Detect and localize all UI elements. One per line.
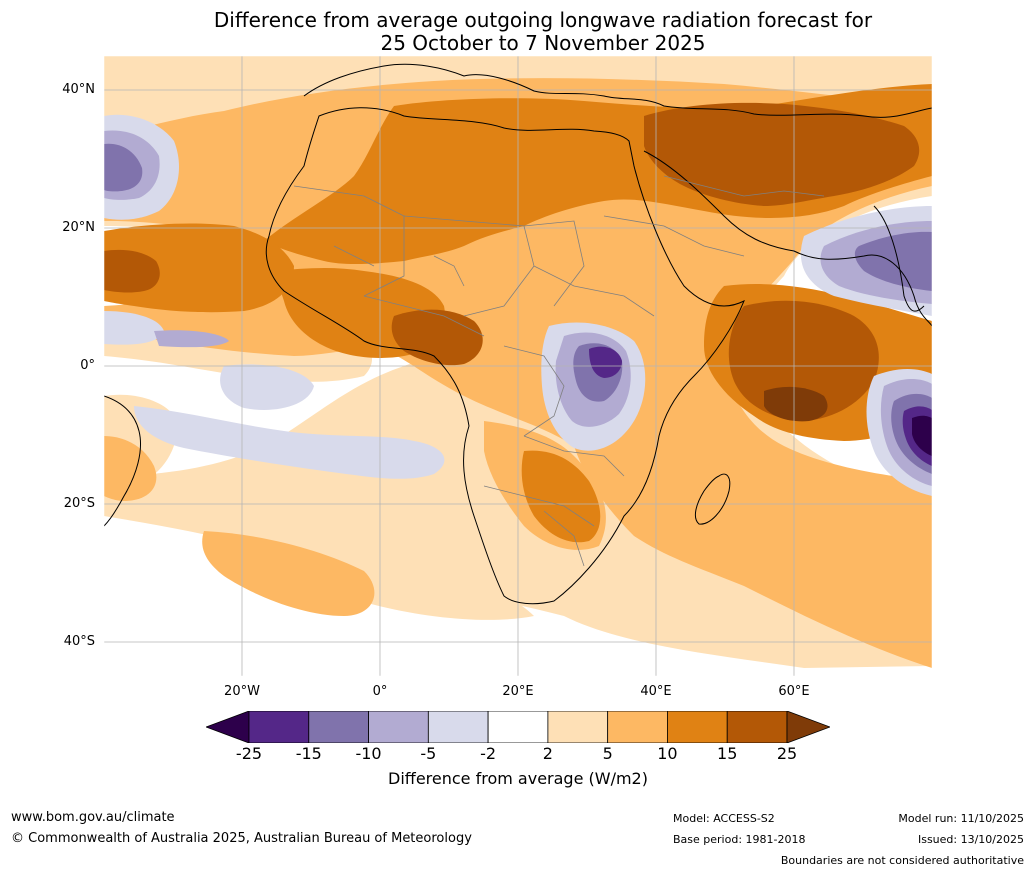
- colorbar-tick-label: 25: [776, 744, 798, 763]
- footer-disclaimer: Boundaries are not considered authoritat…: [780, 854, 1024, 867]
- colorbar-tick-label: 10: [657, 744, 678, 763]
- colorbar: [204, 710, 832, 744]
- coastlines: [104, 63, 932, 605]
- colorbar-tick-label: -10: [355, 744, 382, 763]
- lon-label-20e: 20°E: [502, 684, 534, 699]
- arabia-coastline: [643, 150, 932, 327]
- colorbar-arrow-high: [786, 710, 832, 744]
- colorbar-segment: [248, 710, 310, 744]
- colorbar-segment: [667, 710, 728, 744]
- colorbar-tick-label: -5: [420, 744, 437, 763]
- india-coastline: [873, 205, 925, 312]
- africa-coastline: [265, 107, 745, 605]
- colorbar-tick-label: 2: [542, 744, 553, 763]
- map-svg: [103, 55, 933, 677]
- lat-label-40n: 40°N: [62, 82, 95, 97]
- colorbar-segment: [726, 710, 788, 744]
- olr-anomaly-map: [103, 55, 933, 677]
- footer-base-period: Base period: 1981-2018: [673, 833, 806, 846]
- footer-copyright: © Commonwealth of Australia 2025, Austra…: [11, 831, 472, 846]
- europe-coastline: [303, 63, 932, 118]
- colorbar-segment: [427, 710, 489, 744]
- colorbar-segment: [607, 710, 668, 744]
- lon-label-0: 0°: [372, 684, 388, 699]
- footer-issued: Issued: 13/10/2025: [917, 833, 1024, 846]
- colorbar-tick-label: -2: [480, 744, 497, 763]
- colorbar-segment: [487, 710, 549, 744]
- country-borders: [293, 175, 825, 567]
- footer-website: www.bom.gov.au/climate: [11, 810, 175, 825]
- madagascar-coastline: [694, 473, 731, 525]
- lon-label-20w: 20°W: [224, 684, 260, 699]
- title-line-1: Difference from average outgoing longwav…: [213, 8, 873, 32]
- lat-label-20n: 20°N: [62, 220, 95, 235]
- lon-label-40e: 40°E: [640, 684, 672, 699]
- anomaly-below-minus25-fill: [912, 415, 932, 456]
- anomaly-above-25-fill: [764, 386, 828, 422]
- colorbar-svg: [204, 710, 832, 744]
- colorbar-label: Difference from average (W/m2): [388, 769, 648, 788]
- lat-label-equator: 0°: [80, 358, 95, 373]
- colorbar-segment: [308, 710, 369, 744]
- colorbar-segment: [547, 710, 609, 744]
- colorbar-tick-label: -15: [295, 744, 322, 763]
- lat-label-40s: 40°S: [63, 634, 95, 649]
- graticule: [104, 56, 932, 676]
- footer-model-run: Model run: 11/10/2025: [898, 812, 1024, 825]
- lon-label-60e: 60°E: [778, 684, 810, 699]
- colorbar-tick-label: 15: [717, 744, 738, 763]
- colorbar-tick-label: 5: [602, 744, 613, 763]
- colorbar-arrow-low: [204, 710, 250, 744]
- footer-model: Model: ACCESS-S2: [673, 812, 775, 825]
- south-america-coastline: [104, 395, 142, 527]
- title-line-2: 25 October to 7 November 2025: [380, 31, 706, 55]
- lat-label-20s: 20°S: [63, 496, 95, 511]
- colorbar-tick-label: -25: [235, 744, 263, 763]
- chart-title: Difference from average outgoing longwav…: [103, 9, 983, 55]
- colorbar-segment: [368, 710, 429, 744]
